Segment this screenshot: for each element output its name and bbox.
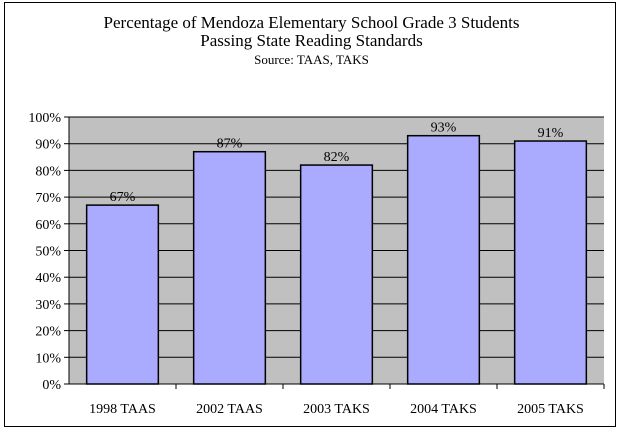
- y-tick-label: 0%: [42, 378, 61, 393]
- bar: [299, 164, 374, 385]
- chart-titles: Percentage of Mendoza Elementary School …: [0, 14, 623, 68]
- bar: [406, 134, 481, 385]
- y-tick-label: 90%: [35, 138, 61, 153]
- bar: [513, 140, 588, 385]
- x-tick-label: 2005 TAKS: [517, 402, 584, 417]
- x-tick-label: 2004 TAKS: [410, 402, 477, 417]
- x-tick-label: 1998 TAAS: [89, 402, 156, 417]
- y-tick-label: 50%: [35, 245, 61, 260]
- y-tick-label: 10%: [35, 351, 61, 366]
- y-tick-label: 100%: [28, 111, 61, 126]
- chart-subtitle: Passing State Reading Standards: [200, 31, 423, 50]
- x-tick-label: 2002 TAAS: [196, 402, 263, 417]
- data-label: 82%: [324, 150, 350, 165]
- data-label: 87%: [217, 137, 243, 152]
- y-tick-label: 70%: [35, 191, 61, 206]
- data-label: 93%: [431, 121, 457, 136]
- chart-source: Source: TAAS, TAKS: [254, 52, 369, 67]
- bar: [192, 150, 267, 385]
- y-tick-label: 40%: [35, 271, 61, 286]
- chart-title: Percentage of Mendoza Elementary School …: [103, 13, 520, 32]
- y-tick-label: 60%: [35, 218, 61, 233]
- x-tick-label: 2003 TAKS: [303, 402, 370, 417]
- data-label: 91%: [538, 126, 564, 141]
- y-tick-label: 30%: [35, 298, 61, 313]
- data-label: 67%: [110, 190, 136, 205]
- y-tick-label: 20%: [35, 325, 61, 340]
- y-tick-label: 80%: [35, 164, 61, 179]
- bar: [85, 204, 160, 385]
